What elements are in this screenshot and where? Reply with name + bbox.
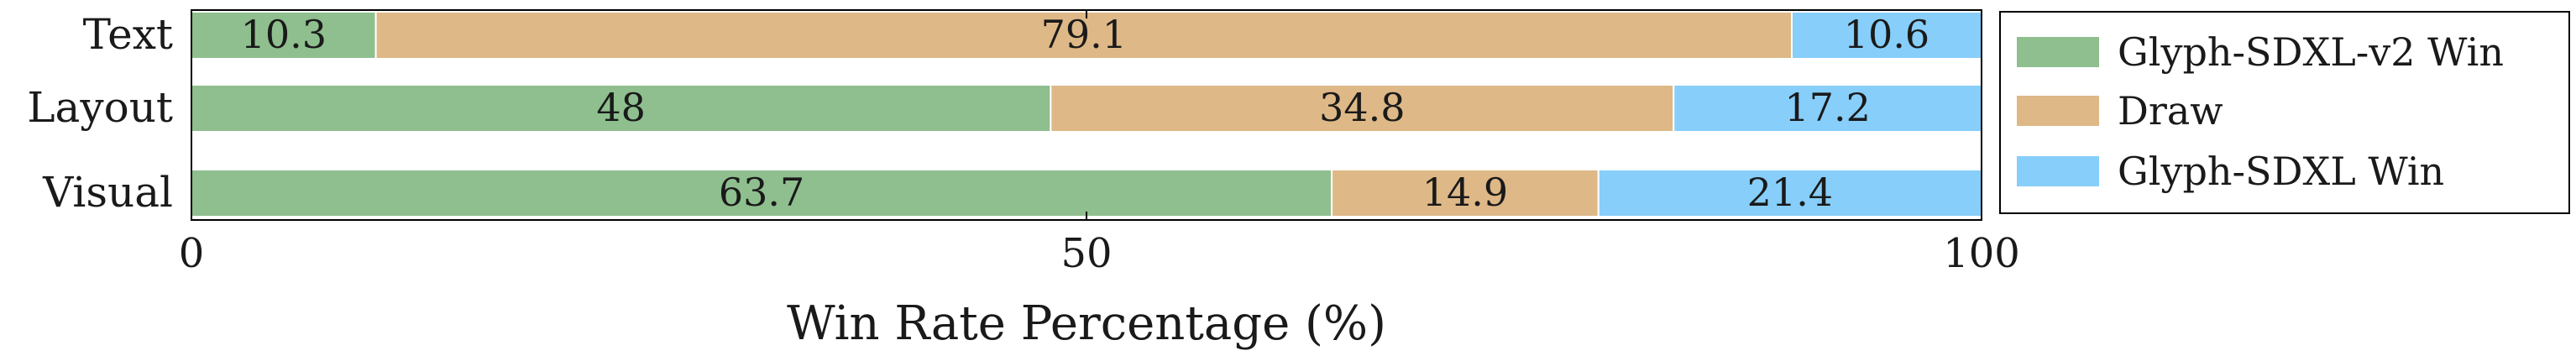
x-tick-label-100: 100 (1943, 230, 2020, 277)
x-tick-label-0: 0 (179, 230, 205, 277)
data-label-layout-series-3: 17.2 (1784, 85, 1870, 130)
bar-layout-series-3 (1673, 84, 1983, 133)
data-labels-layer: 10.3 79.1 10.6 48 34.8 17.2 63.7 14.9 21.4 (241, 12, 1930, 215)
legend-items: Glyph-SDXL-v2 Win Draw Glyph-SDXL Win (2017, 29, 2504, 194)
data-label-layout-series-1: 48 (596, 85, 646, 130)
legend-swatch-series-2 (2017, 96, 2099, 126)
x-tick-label-50: 50 (1060, 230, 1112, 277)
legend-label-series-1: Glyph-SDXL-v2 Win (2118, 29, 2504, 75)
bar-text-series-3 (1791, 11, 1983, 60)
legend-label-series-2: Draw (2118, 88, 2223, 134)
bar-visual-series-3 (1597, 169, 1982, 217)
legend-swatch-series-1 (2017, 37, 2099, 67)
bar-layout-series-2 (1050, 84, 1675, 133)
legend-swatch-series-3 (2017, 156, 2099, 186)
data-label-visual-series-2: 14.9 (1422, 170, 1508, 215)
x-axis-title: Win Rate Percentage (%) (787, 296, 1386, 351)
data-label-visual-series-3: 21.4 (1747, 170, 1833, 215)
data-label-text-series-1: 10.3 (241, 12, 327, 57)
data-label-visual-series-1: 63.7 (719, 170, 804, 215)
bar-text-series-2 (374, 11, 1793, 60)
category-label-text: Text (83, 10, 173, 59)
bar-visual-series-1 (191, 169, 1333, 217)
bar-visual-series-2 (1331, 169, 1600, 217)
category-label-visual: Visual (42, 168, 173, 217)
category-label-layout: Layout (27, 83, 173, 132)
data-label-text-series-3: 10.6 (1844, 12, 1929, 57)
bar-text-series-1 (191, 11, 377, 60)
legend: Glyph-SDXL-v2 Win Draw Glyph-SDXL Win (1999, 11, 2570, 214)
data-label-layout-series-2: 34.8 (1319, 85, 1405, 130)
data-label-text-series-2: 79.1 (1041, 12, 1127, 57)
bars-layer (191, 11, 1983, 217)
category-labels: Text Layout Visual (27, 10, 173, 217)
legend-label-series-3: Glyph-SDXL Win (2118, 149, 2444, 194)
x-axis-ticks: 0 50 100 (179, 10, 2020, 277)
